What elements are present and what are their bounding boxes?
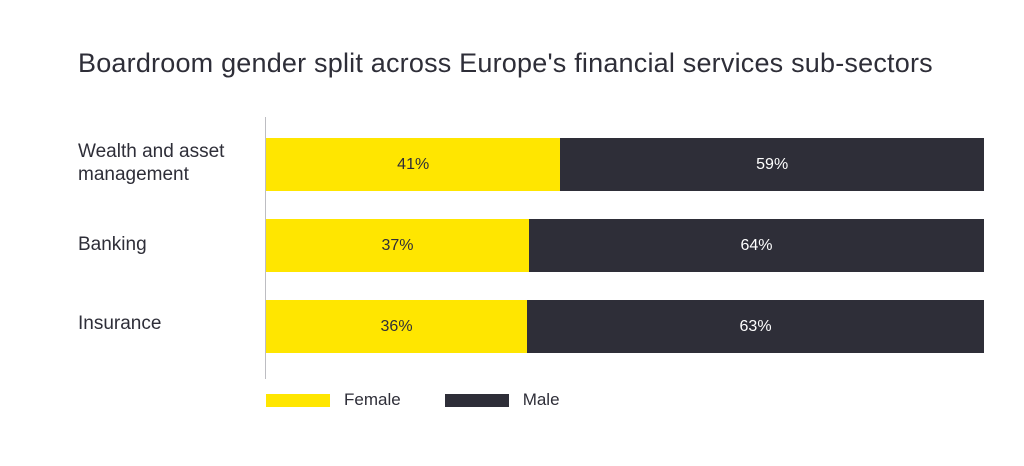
bar-row: 41% 59% (266, 138, 984, 191)
bar-row: 36% 63% (266, 300, 984, 353)
legend: Female Male (266, 390, 604, 410)
legend-item-female: Female (266, 390, 401, 410)
data-label: 64% (740, 236, 773, 254)
bar-row: 37% 64% (266, 219, 984, 272)
data-label: 63% (739, 317, 772, 335)
legend-label-female: Female (344, 390, 401, 409)
legend-item-male: Male (444, 390, 560, 410)
category-label-line: management (78, 164, 189, 185)
legend-swatch-female (266, 393, 330, 407)
bar-segment-male: 64% (529, 219, 984, 272)
category-label-line: Banking (78, 234, 147, 255)
category-label-line: Insurance (78, 313, 162, 334)
y-axis-line (265, 117, 266, 379)
bar-segment-male: 63% (527, 300, 984, 353)
data-label: 36% (380, 317, 413, 335)
bar-segment-male: 59% (560, 138, 984, 191)
bar-segment-female: 36% (266, 300, 528, 353)
category-label: Insurance (78, 312, 258, 335)
category-label: Banking (78, 233, 258, 256)
category-label-line: Wealth and asset (78, 141, 225, 162)
bar-segment-female: 37% (266, 219, 530, 272)
data-label: 37% (381, 236, 414, 254)
category-label: Wealth and asset management (78, 140, 258, 186)
data-label: 59% (756, 155, 789, 173)
legend-label-male: Male (522, 390, 560, 409)
data-label: 41% (397, 155, 430, 173)
legend-swatch-male (444, 393, 509, 407)
bar-segment-female: 41% (266, 138, 561, 191)
chart-title: Boardroom gender split across Europe's f… (78, 48, 933, 78)
